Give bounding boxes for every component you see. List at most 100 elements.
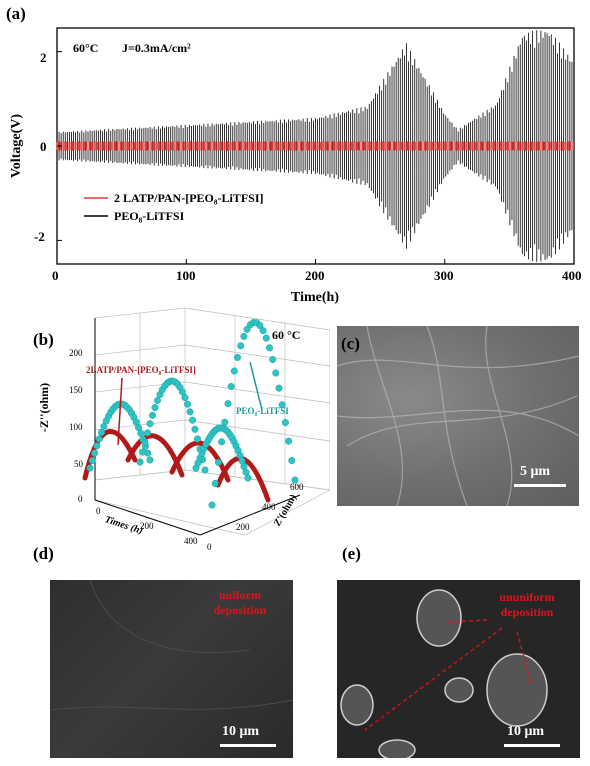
impedance-point [86,464,94,472]
impedance-point [259,327,267,335]
y-tick-label: -2 [34,229,45,244]
x-tick-label: 0 [52,268,59,283]
panel-d-label: (d) [33,544,54,563]
z-tick-label: 0 [78,494,83,504]
impedance-point [227,382,235,390]
z-tick-label: 100 [69,422,83,432]
time-tick-label: 400 [184,536,198,546]
sem-image-c: (c) 5 μm [337,326,579,506]
impedance-point [244,474,252,482]
annotation-d: uniform deposition [213,588,267,617]
impedance-point [230,367,238,375]
peo-annotation-arrow [249,361,263,411]
impedance-point [272,369,280,377]
impedance-point [88,456,96,464]
impedance-point [193,435,201,443]
voltage-time-chart [56,27,575,265]
latp-impedance-arcs [82,429,271,503]
time-tick-label: 200 [140,521,154,531]
impedance-point [214,458,222,466]
deposit-blob [486,653,548,727]
impedance-point [221,418,229,426]
impedance-point [233,353,241,361]
impedance-point [148,411,156,419]
scale-text-d: 10 μm [222,724,260,739]
impedance-point [153,396,161,404]
impedance-point [269,356,277,364]
surface-texture [50,580,293,711]
deposit-blob [444,677,474,703]
impedance-point [191,425,199,433]
axis-ticks [56,51,575,264]
deposit-blob [378,739,416,758]
impedance-point [181,394,189,402]
condition-current: J=0.3mA/cm² [122,41,191,55]
legend-label-peo: PEO₈-LiTFSI [114,209,185,223]
zre-tick-label: 400 [262,502,276,512]
impedance-point [95,435,103,443]
impedance-point [240,332,248,340]
impedance-point [281,419,289,427]
impedance-point [186,408,194,416]
impedance-point [138,448,146,456]
impedance-point [97,428,105,436]
panel-b-label: (b) [33,330,54,349]
z-axis-label: -Z''(ohm) [37,382,52,433]
x-tick-label: 300 [434,268,454,283]
impedance-point [285,437,293,445]
sem-image-e: ununiform deposition 10 μm [337,580,580,758]
impedance-point [288,456,296,464]
impedance-point [151,403,159,411]
scale-bar-e [504,744,560,747]
impedance-point [183,400,191,408]
legend-label-latp: 2 LATP/PAN-[PEO₈-LiTFSI] [114,191,264,205]
impedance-point [136,458,144,466]
impedance-point [278,401,286,409]
zre-tick-label: 200 [236,522,250,532]
z-tick-label: 150 [69,385,83,395]
x-tick-label: 100 [176,268,196,283]
zre-tick-label: 0 [207,542,212,552]
zre-tick-label: 600 [290,482,304,492]
sem-image-d: uniform deposition 10 μm [50,580,293,758]
x-axis-label: Time(h) [291,290,339,305]
impedance-point [291,476,299,484]
impedance-3d-plot [82,307,330,536]
deposit-blob [416,589,462,647]
impedance-point [237,342,245,350]
impedance-point [188,416,196,424]
panel-c-label: (c) [341,334,360,353]
impedance-point [143,429,151,437]
scale-bar-c [514,484,566,487]
scale-text-c: 5 μm [520,464,551,479]
scale-text-e: 10 μm [507,724,545,739]
y-tick-label: 0 [40,139,47,154]
impedance-point [224,400,232,408]
impedance-point [137,429,145,437]
z-tick-label: 200 [69,348,83,358]
scale-bar-d [220,744,276,747]
condition-temp: 60°C [73,41,99,55]
impedance-point [208,501,216,509]
y-axis-label: Voltage(V) [9,113,24,179]
impedance-point [242,468,250,476]
x-tick-label: 400 [562,268,582,283]
impedance-point [275,384,283,392]
impedance-point [256,322,264,330]
panel-a-label: (a) [6,4,26,23]
deposit-texture [340,589,548,758]
x-tick-label: 200 [305,268,325,283]
z-tick-label: 50 [74,459,83,469]
latp-annotation-arrow [117,377,123,446]
deposit-blob [340,684,374,726]
panel-b-temp: 60 °C [272,328,301,342]
impedance-point [146,456,154,464]
impedance-point [146,420,154,428]
impedance-point [211,479,219,487]
latp-series-label: 2LATP/PAN-[PEO₈-LiTFSI] [86,365,196,375]
annotation-e: ununiform deposition [499,590,555,619]
impedance-point [266,344,274,352]
impedance-point [93,442,101,450]
y-tick-label: 2 [40,50,47,65]
impedance-point [141,438,149,446]
